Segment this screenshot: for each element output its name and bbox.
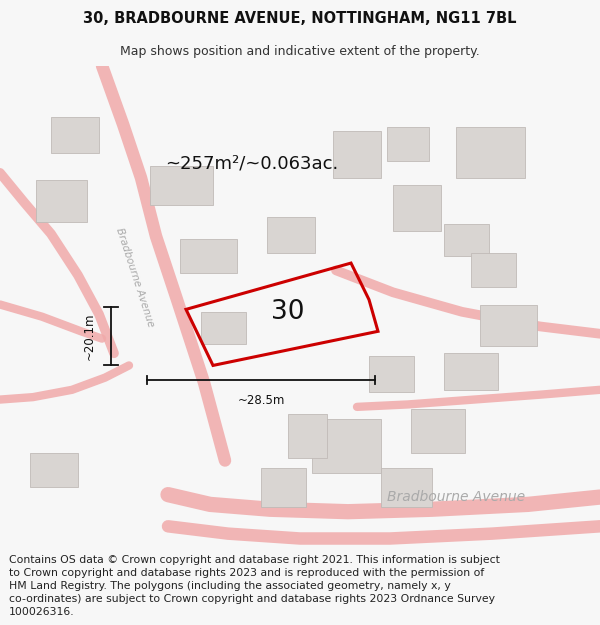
Polygon shape	[288, 414, 327, 458]
Polygon shape	[261, 468, 306, 507]
Text: Contains OS data © Crown copyright and database right 2021. This information is : Contains OS data © Crown copyright and d…	[9, 554, 500, 618]
Polygon shape	[444, 353, 498, 390]
Polygon shape	[456, 126, 525, 178]
Text: 30: 30	[271, 299, 305, 325]
Polygon shape	[411, 409, 465, 453]
Polygon shape	[312, 419, 381, 472]
Polygon shape	[150, 166, 213, 204]
Polygon shape	[180, 239, 237, 272]
Text: ~28.5m: ~28.5m	[238, 394, 284, 407]
Text: Map shows position and indicative extent of the property.: Map shows position and indicative extent…	[120, 45, 480, 58]
Polygon shape	[51, 117, 99, 153]
Polygon shape	[201, 312, 246, 344]
Text: 30, BRADBOURNE AVENUE, NOTTINGHAM, NG11 7BL: 30, BRADBOURNE AVENUE, NOTTINGHAM, NG11 …	[83, 11, 517, 26]
Polygon shape	[471, 253, 516, 288]
Text: Bradbourne Avenue: Bradbourne Avenue	[114, 227, 156, 329]
Polygon shape	[267, 217, 315, 253]
Text: ~257m²/~0.063ac.: ~257m²/~0.063ac.	[166, 154, 338, 172]
Text: ~20.1m: ~20.1m	[83, 312, 96, 360]
Polygon shape	[444, 224, 489, 256]
Polygon shape	[381, 468, 432, 507]
Polygon shape	[387, 126, 429, 161]
Polygon shape	[480, 304, 537, 346]
Text: Bradbourne Avenue: Bradbourne Avenue	[387, 490, 525, 504]
Polygon shape	[30, 453, 78, 488]
Polygon shape	[393, 185, 441, 231]
Polygon shape	[333, 131, 381, 178]
Polygon shape	[369, 356, 414, 392]
Polygon shape	[36, 180, 87, 222]
